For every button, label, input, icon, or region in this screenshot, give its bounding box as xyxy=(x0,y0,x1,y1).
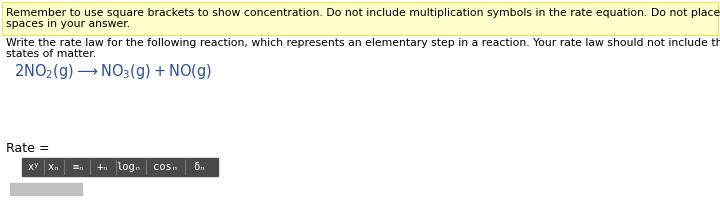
Text: +ₙ: +ₙ xyxy=(96,162,109,172)
Text: logₙ: logₙ xyxy=(117,162,142,172)
FancyBboxPatch shape xyxy=(2,2,718,35)
Text: xʸ: xʸ xyxy=(28,162,40,172)
Text: Rate =: Rate = xyxy=(6,142,50,155)
Text: Write the rate law for the following reaction, which represents an elementary st: Write the rate law for the following rea… xyxy=(6,38,720,48)
FancyBboxPatch shape xyxy=(22,158,218,176)
Text: ≡ₙ: ≡ₙ xyxy=(73,162,85,172)
Text: states of matter.: states of matter. xyxy=(6,49,96,59)
Text: cosₙ: cosₙ xyxy=(153,162,178,172)
Text: spaces in your answer.: spaces in your answer. xyxy=(6,19,130,29)
Text: xₙ: xₙ xyxy=(48,162,60,172)
FancyBboxPatch shape xyxy=(10,183,82,195)
Text: Remember to use square brackets to show concentration. Do not include multiplica: Remember to use square brackets to show … xyxy=(6,8,720,18)
Text: $\mathregular{2NO_2(g) \longrightarrow NO_3(g)+NO(g)}$: $\mathregular{2NO_2(g) \longrightarrow N… xyxy=(14,62,212,81)
Text: δₙ: δₙ xyxy=(194,162,206,172)
